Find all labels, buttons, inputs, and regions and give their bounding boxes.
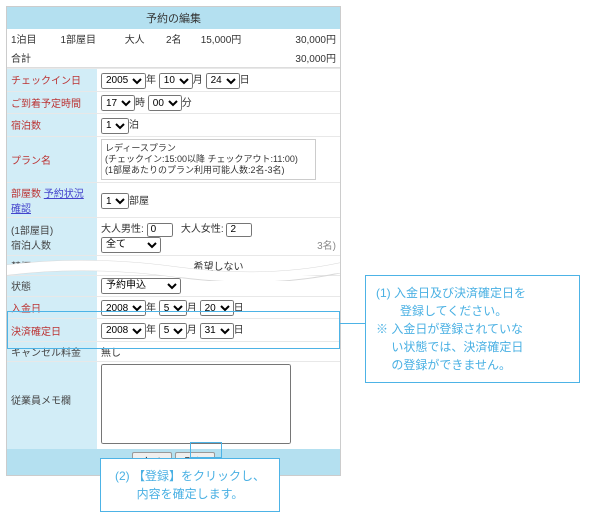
cell: 15,000円 xyxy=(197,29,269,48)
checkin-day-select[interactable]: 24 xyxy=(206,73,240,89)
callout-text: (1) 入金日及び決済確定日を xyxy=(376,284,569,302)
deposit-year-select[interactable]: 2008 xyxy=(101,300,146,316)
cell: 1泊目 xyxy=(7,29,56,48)
cell: 2名 xyxy=(162,29,197,48)
checkin-month-select[interactable]: 10 xyxy=(159,73,193,89)
settle-day-select[interactable]: 31 xyxy=(200,323,234,339)
settle-year-select[interactable]: 2008 xyxy=(101,323,146,339)
nights-label: 宿泊数 xyxy=(7,114,97,137)
status-select[interactable]: 予約申込 xyxy=(101,278,181,294)
panel-title: 予約の編集 xyxy=(7,7,340,29)
text: 年 xyxy=(146,75,156,86)
plan-name: レディースプラン xyxy=(105,143,312,154)
text: 日 xyxy=(234,303,244,314)
cell: 30,000円 xyxy=(268,29,340,48)
callout-text: ※ 入金日が登録されていな xyxy=(376,320,569,338)
text: 日 xyxy=(240,75,250,86)
plan-label: プラン名 xyxy=(7,136,97,183)
occupancy-label: (1部屋目) 宿泊人数 xyxy=(7,218,97,256)
settle-label: 決済確定日 xyxy=(7,319,97,342)
arrival-hour-select[interactable]: 17 xyxy=(101,95,135,111)
cell: 合計 xyxy=(7,48,268,68)
table-row: 合計 30,000円 xyxy=(7,48,340,68)
plan-detail: (チェックイン:15:00以降 チェックアウト:11:00) xyxy=(105,154,312,165)
callout-text: の登録ができません。 xyxy=(376,356,569,374)
status-label: 状態 xyxy=(7,275,97,296)
checkin-year-select[interactable]: 2005 xyxy=(101,73,146,89)
deposit-month-select[interactable]: 5 xyxy=(159,300,187,316)
callout-text: 登録してください。 xyxy=(376,302,569,320)
occupancy-select[interactable]: 全て xyxy=(101,237,161,253)
rooms-label: 部屋数 予約状況確認 xyxy=(7,183,97,218)
female-label: 大人女性: xyxy=(181,224,224,235)
text: 3名) xyxy=(317,237,336,252)
text: 泊 xyxy=(129,120,139,131)
text: 月 xyxy=(187,303,197,314)
male-label: 大人男性: xyxy=(101,224,144,235)
memo-label: 従業員メモ欄 xyxy=(7,361,97,449)
rooms-select[interactable]: 1 xyxy=(101,193,129,209)
callout-1: (1) 入金日及び決済確定日を 登録してください。 ※ 入金日が登録されていな … xyxy=(365,275,580,383)
memo-textarea[interactable] xyxy=(101,364,291,444)
female-input[interactable] xyxy=(226,223,252,237)
text: 年 xyxy=(146,303,156,314)
text: 分 xyxy=(182,98,192,109)
text: 月 xyxy=(187,325,197,336)
table-row: 1泊目 1部屋目 大人 2名 15,000円 30,000円 xyxy=(7,29,340,48)
plan-box: レディースプラン (チェックイン:15:00以降 チェックアウト:11:00) … xyxy=(101,139,316,181)
reservation-edit-panel: 予約の編集 1泊目 1部屋目 大人 2名 15,000円 30,000円 合計 … xyxy=(6,6,341,476)
cancel-value: 無し xyxy=(97,341,340,361)
nights-select[interactable]: 1 xyxy=(101,118,129,134)
plan-detail: (1部屋あたりのプラン利用可能人数:2名-3名) xyxy=(105,165,312,176)
text: 年 xyxy=(146,325,156,336)
deposit-label: 入金日 xyxy=(7,296,97,319)
cancel-label: キャンセル料金 xyxy=(7,341,97,361)
text: 月 xyxy=(193,75,203,86)
arrival-min-select[interactable]: 00 xyxy=(148,95,182,111)
text: 時 xyxy=(135,98,145,109)
callout-text: (2) 【登録】をクリックし、 xyxy=(111,467,269,485)
cell: 大人 xyxy=(121,29,162,48)
arrival-label: ご到着予定時間 xyxy=(7,91,97,114)
summary-table: 1泊目 1部屋目 大人 2名 15,000円 30,000円 合計 30,000… xyxy=(7,29,340,68)
callout-text: 内容を確定します。 xyxy=(111,485,269,503)
text: 部屋数 xyxy=(11,189,41,200)
text: 日 xyxy=(234,325,244,336)
callout-text: い状態では、決済確定日 xyxy=(376,338,569,356)
nosmoke-value: 希望しない xyxy=(97,255,340,275)
cell: 1部屋目 xyxy=(56,29,120,48)
nosmoke-label: 禁煙ルーム xyxy=(7,255,97,275)
settle-month-select[interactable]: 5 xyxy=(159,323,187,339)
leader-line xyxy=(340,323,365,324)
cell: 30,000円 xyxy=(268,48,340,68)
deposit-day-select[interactable]: 20 xyxy=(200,300,234,316)
checkin-label: チェックイン日 xyxy=(7,69,97,92)
male-input[interactable] xyxy=(147,223,173,237)
text: 部屋 xyxy=(129,196,149,207)
form-table: チェックイン日 2005年 10月 24日 ご到着予定時間 17時 00分 宿泊… xyxy=(7,68,340,449)
